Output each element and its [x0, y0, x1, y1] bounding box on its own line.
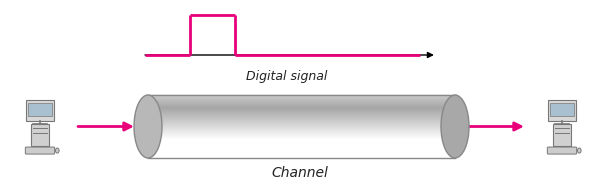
Bar [26, 100, 54, 121]
FancyBboxPatch shape [547, 147, 577, 154]
Text: Channel: Channel [272, 166, 329, 180]
Ellipse shape [441, 95, 469, 158]
Ellipse shape [134, 95, 162, 158]
Bar [31, 124, 49, 146]
Ellipse shape [577, 148, 581, 153]
Bar [148, 95, 455, 158]
Ellipse shape [55, 148, 59, 153]
Bar [550, 103, 574, 116]
Bar [553, 124, 571, 146]
FancyBboxPatch shape [25, 147, 55, 154]
Bar [28, 103, 52, 116]
Text: Digital signal: Digital signal [246, 70, 327, 83]
Bar [548, 100, 576, 121]
